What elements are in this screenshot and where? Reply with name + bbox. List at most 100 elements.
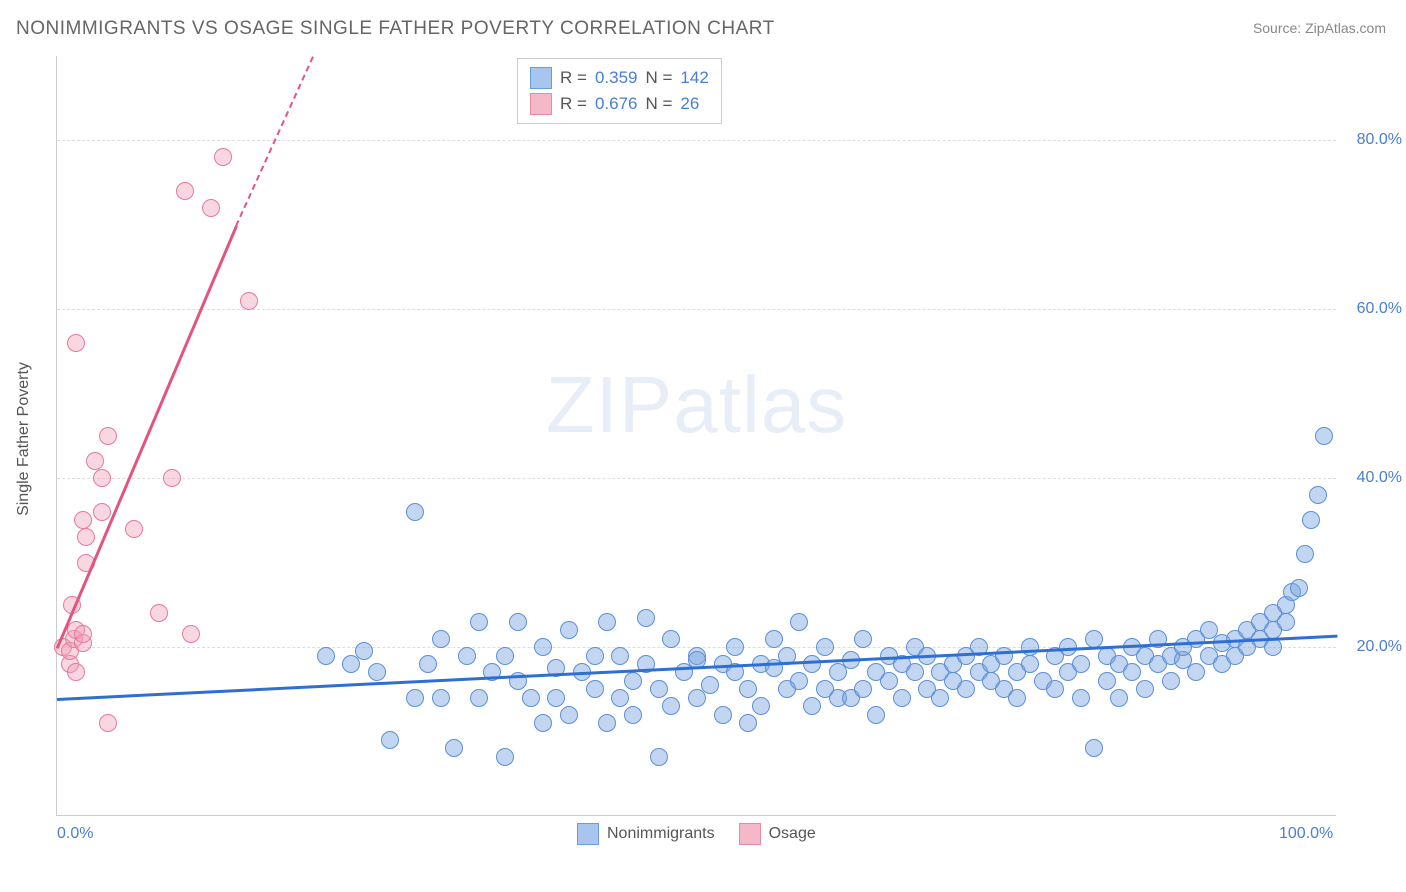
data-point: [150, 604, 168, 622]
data-point: [74, 511, 92, 529]
legend-r-value: 0.676: [595, 94, 638, 114]
legend-swatch: [577, 823, 599, 845]
gridline: [57, 140, 1336, 141]
data-point: [650, 680, 668, 698]
data-point: [86, 452, 104, 470]
data-point: [880, 672, 898, 690]
y-tick-label: 80.0%: [1357, 131, 1402, 149]
data-point: [432, 689, 450, 707]
data-point: [662, 697, 680, 715]
data-point: [790, 613, 808, 631]
data-point: [637, 609, 655, 627]
data-point: [1162, 672, 1180, 690]
data-point: [1302, 511, 1320, 529]
legend-bottom: Nonimmigrants Osage: [577, 823, 816, 845]
plot-area: ZIPatlas R = 0.359 N = 142R = 0.676 N = …: [56, 56, 1336, 816]
data-point: [1264, 638, 1282, 656]
data-point: [317, 647, 335, 665]
data-point: [560, 706, 578, 724]
legend-swatch: [530, 67, 552, 89]
data-point: [1187, 663, 1205, 681]
legend-label: Osage: [769, 825, 816, 843]
data-point: [1296, 545, 1314, 563]
data-point: [458, 647, 476, 665]
data-point: [470, 613, 488, 631]
data-point: [381, 731, 399, 749]
data-point: [432, 630, 450, 648]
data-point: [957, 680, 975, 698]
legend-swatch: [530, 93, 552, 115]
data-point: [906, 663, 924, 681]
data-point: [163, 469, 181, 487]
data-point: [1021, 638, 1039, 656]
data-point: [790, 672, 808, 690]
data-point: [77, 528, 95, 546]
watermark: ZIPatlas: [546, 359, 847, 451]
data-point: [74, 625, 92, 643]
data-point: [624, 672, 642, 690]
data-point: [1110, 689, 1128, 707]
data-point: [125, 520, 143, 538]
data-point: [534, 638, 552, 656]
data-point: [995, 647, 1013, 665]
data-point: [611, 689, 629, 707]
data-point: [368, 663, 386, 681]
data-point: [547, 689, 565, 707]
data-point: [419, 655, 437, 673]
data-point: [1315, 427, 1333, 445]
data-point: [701, 676, 719, 694]
data-point: [67, 334, 85, 352]
data-point: [624, 706, 642, 724]
legend-swatch: [739, 823, 761, 845]
data-point: [1085, 630, 1103, 648]
data-point: [182, 625, 200, 643]
data-point: [522, 689, 540, 707]
data-point: [496, 748, 514, 766]
gridline: [57, 478, 1336, 479]
y-tick-label: 20.0%: [1357, 638, 1402, 656]
legend-item: Osage: [739, 823, 816, 845]
legend-row: R = 0.359 N = 142: [530, 65, 709, 91]
legend-top: R = 0.359 N = 142R = 0.676 N = 26: [517, 58, 722, 124]
data-point: [1085, 739, 1103, 757]
data-point: [739, 714, 757, 732]
data-point: [406, 503, 424, 521]
data-point: [1072, 689, 1090, 707]
data-point: [803, 655, 821, 673]
data-point: [931, 689, 949, 707]
watermark-part2: atlas: [673, 360, 847, 449]
legend-label: Nonimmigrants: [607, 825, 715, 843]
data-point: [1309, 486, 1327, 504]
data-point: [1290, 579, 1308, 597]
data-point: [93, 469, 111, 487]
data-point: [240, 292, 258, 310]
data-point: [202, 199, 220, 217]
data-point: [650, 748, 668, 766]
source-value: ZipAtlas.com: [1305, 20, 1386, 36]
x-tick-label: 0.0%: [57, 825, 93, 843]
data-point: [93, 503, 111, 521]
data-point: [509, 613, 527, 631]
data-point: [803, 697, 821, 715]
data-point: [1072, 655, 1090, 673]
legend-r-label: R =: [560, 68, 587, 88]
data-point: [1021, 655, 1039, 673]
data-point: [67, 663, 85, 681]
data-point: [739, 680, 757, 698]
data-point: [1098, 672, 1116, 690]
source-attribution: Source: ZipAtlas.com: [1253, 20, 1386, 36]
legend-r-value: 0.359: [595, 68, 638, 88]
data-point: [470, 689, 488, 707]
x-tick-label: 100.0%: [1279, 825, 1333, 843]
legend-n-label: N =: [645, 68, 672, 88]
data-point: [355, 642, 373, 660]
data-point: [1277, 613, 1295, 631]
trend-line: [56, 226, 237, 649]
data-point: [586, 647, 604, 665]
data-point: [214, 148, 232, 166]
legend-item: Nonimmigrants: [577, 823, 715, 845]
data-point: [560, 621, 578, 639]
data-point: [496, 647, 514, 665]
data-point: [99, 714, 117, 732]
data-point: [816, 638, 834, 656]
